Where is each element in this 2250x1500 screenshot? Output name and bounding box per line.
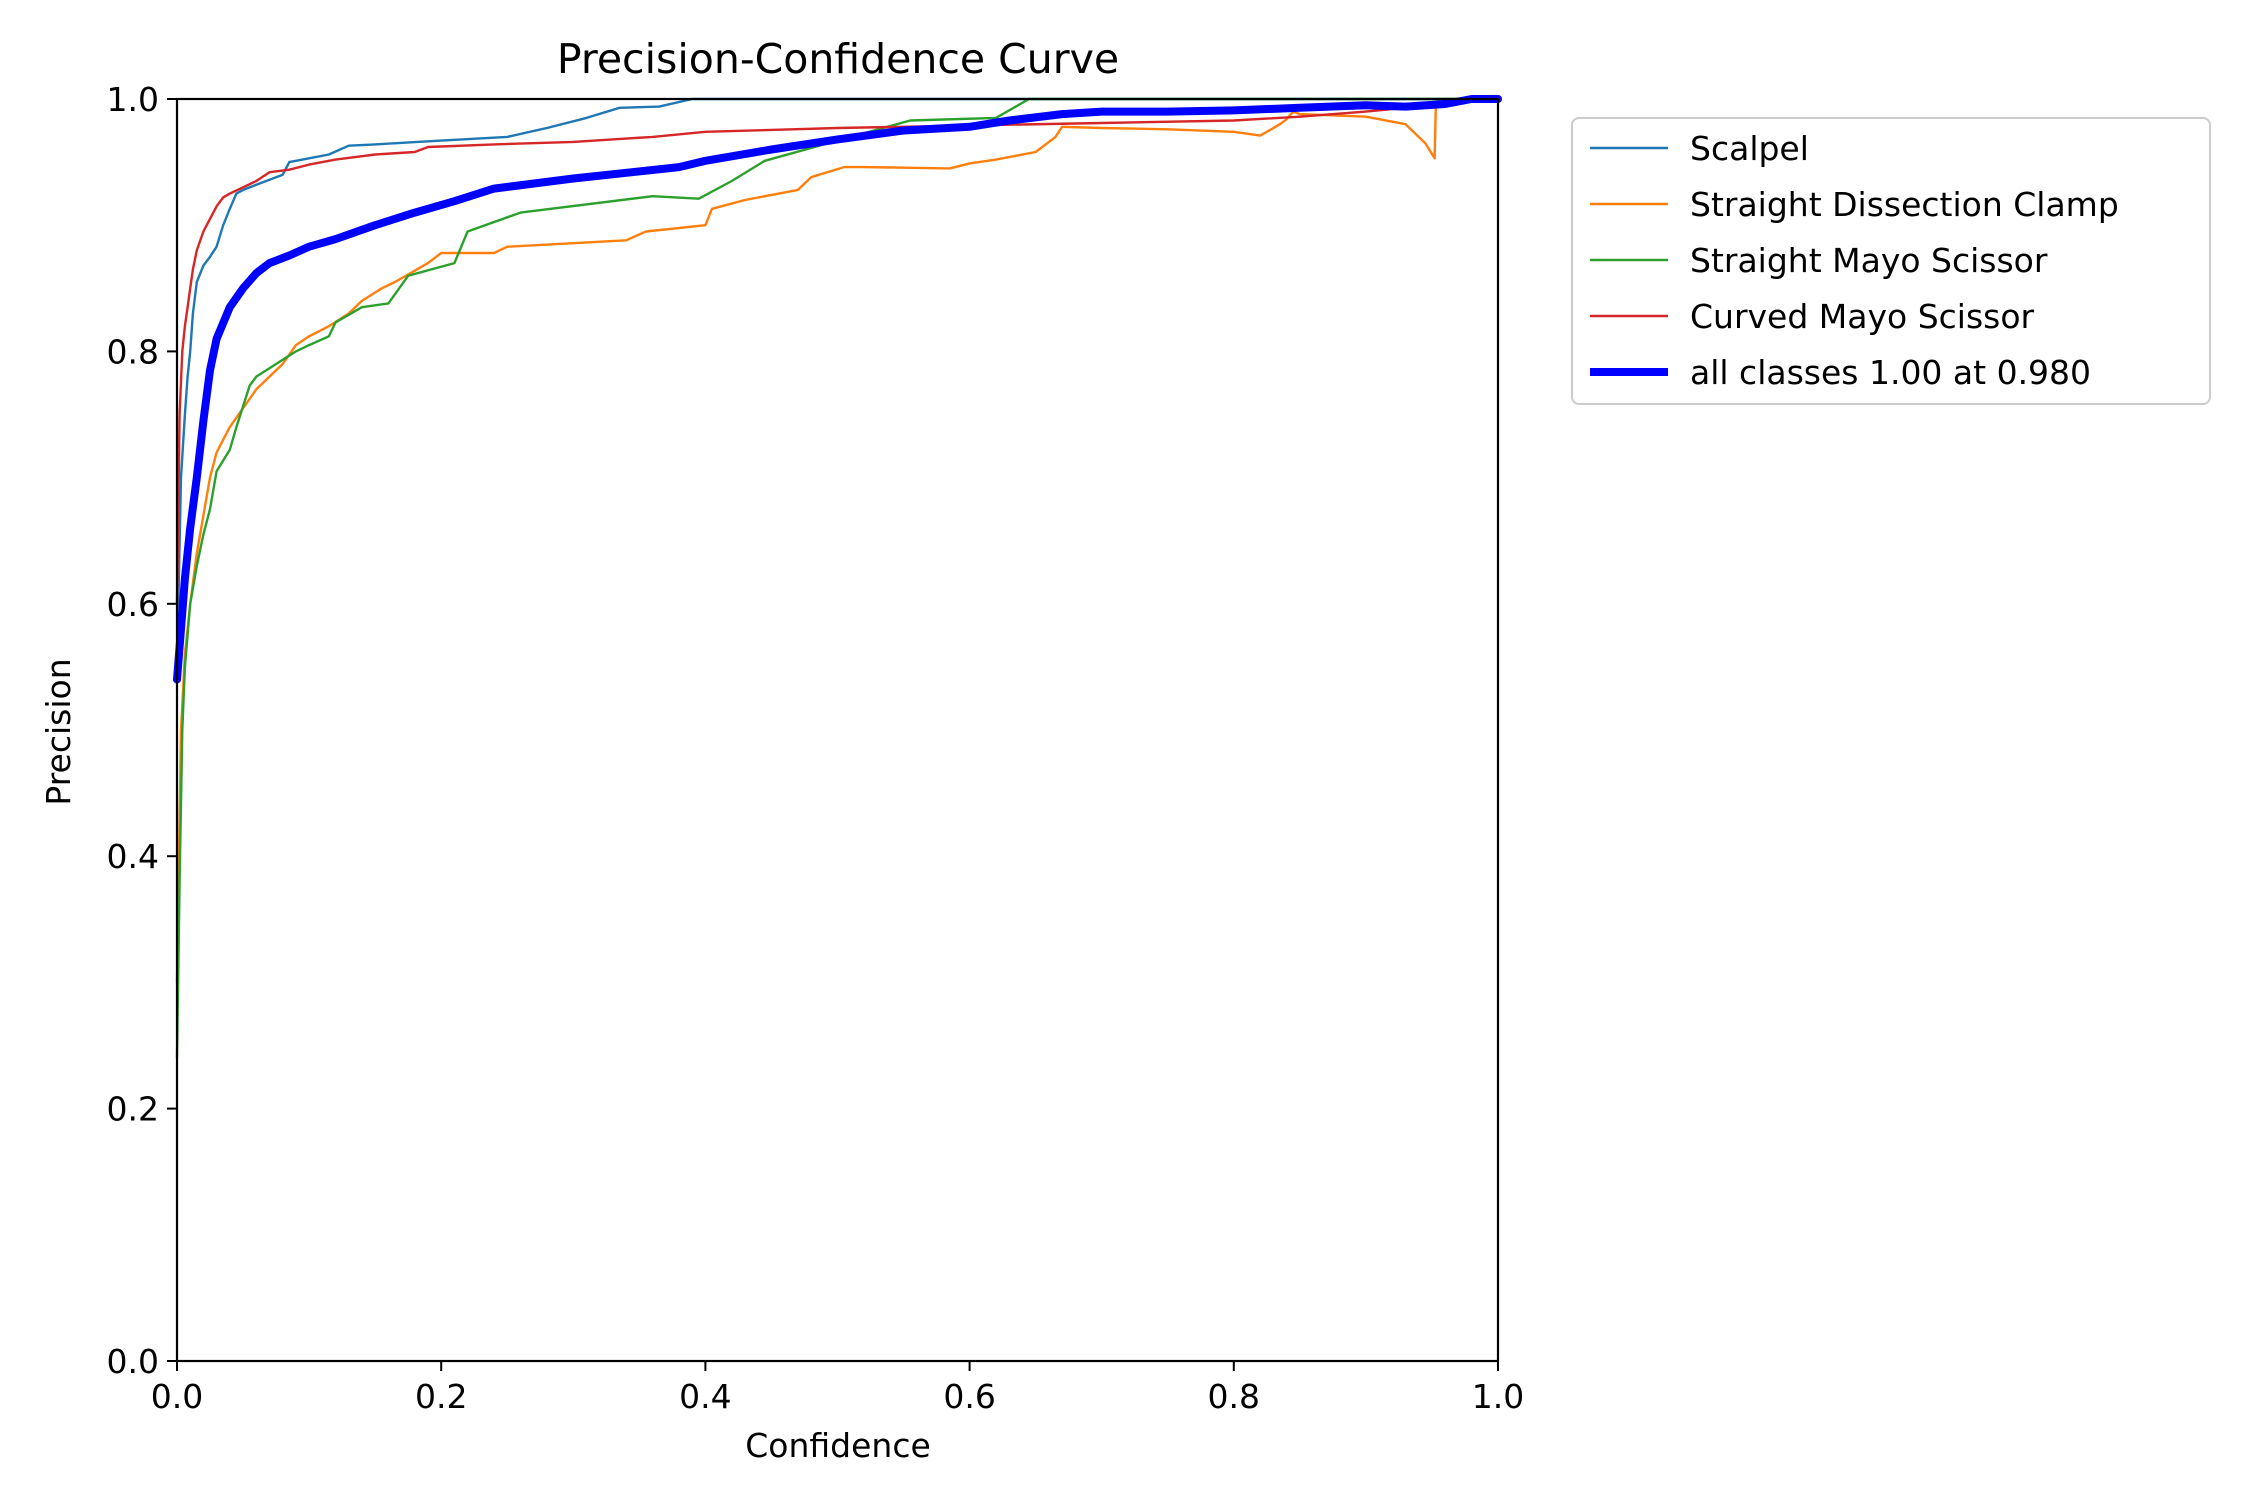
plot-frame: [175, 97, 1500, 1363]
y-tick-label: 0.2: [107, 1090, 159, 1129]
y-tick-label: 0.8: [107, 332, 159, 371]
legend-box: [1571, 117, 2211, 405]
legend-label: all classes 1.00 at 0.980: [1690, 353, 2091, 392]
x-tick-label: 0.4: [679, 1377, 731, 1416]
legend-label: Curved Mayo Scissor: [1690, 297, 2035, 336]
series-line-3: [175, 97, 1500, 605]
legend-label: Scalpel: [1690, 129, 1809, 168]
series-line-2: [175, 97, 1500, 1060]
legend-label: Straight Dissection Clamp: [1690, 185, 2119, 224]
y-tick-label: 0.4: [107, 837, 159, 876]
x-tick-label: 1.0: [1472, 1377, 1524, 1416]
y-tick-label: 1.0: [107, 80, 159, 119]
y-axis-ticks: 0.0 0.2 0.4 0.6 0.8 1.0: [107, 80, 177, 1381]
chart-title: Precision-Confidence Curve: [557, 35, 1119, 83]
series-line-4: [173, 95, 1502, 684]
y-tick-label: 0.0: [107, 1342, 159, 1381]
x-tick-label: 0.8: [1208, 1377, 1260, 1416]
x-tick-label: 0.2: [415, 1377, 467, 1416]
x-axis-ticks: 0.0 0.2 0.4 0.6 0.8 1.0: [151, 1361, 1524, 1416]
x-tick-label: 0.6: [943, 1377, 995, 1416]
y-axis-label: Precision: [39, 658, 78, 805]
x-tick-label: 0.0: [151, 1377, 203, 1416]
y-tick-label: 0.6: [107, 585, 159, 624]
legend: Scalpel Straight Dissection Clamp Straight…: [1571, 117, 2211, 405]
x-axis-label: Confidence: [745, 1426, 931, 1465]
legend-label: Straight Mayo Scissor: [1690, 241, 2048, 280]
